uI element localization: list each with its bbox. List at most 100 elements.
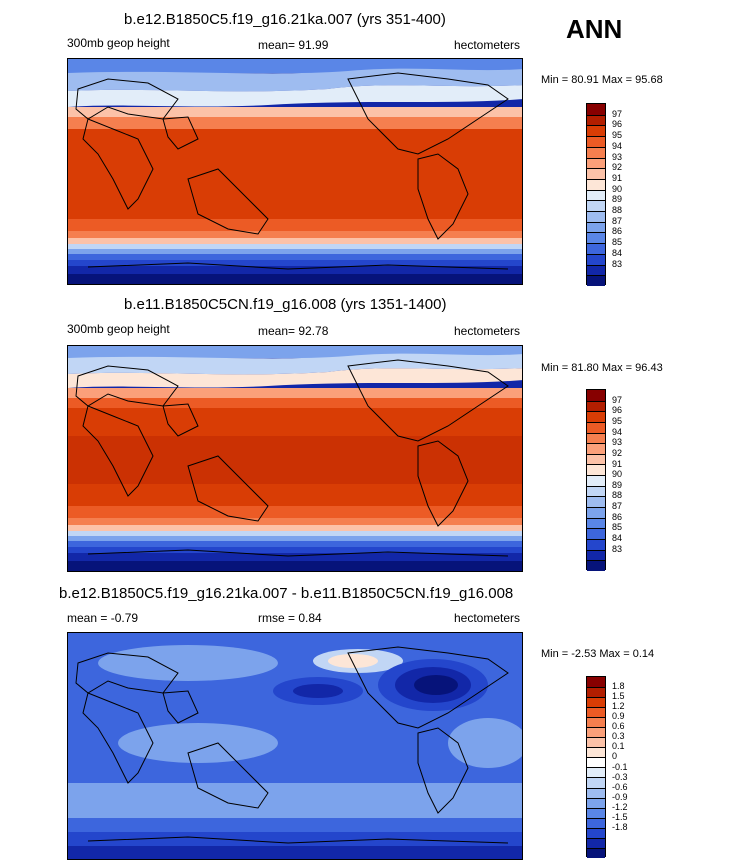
colorbar-label: -1.8 (612, 821, 628, 832)
colorbar-swatch (587, 264, 605, 276)
colorbar-label: 87 (612, 215, 623, 226)
colorbar-label: -0.3 (612, 771, 628, 782)
colorbar-swatch (587, 827, 605, 838)
panel-3-mean-label: mean = -0.79 (67, 611, 139, 625)
colorbar-label: -1.2 (612, 801, 628, 812)
colorbar-swatch (587, 432, 605, 444)
colorbar-label: 94 (612, 140, 623, 151)
colorbar-swatch (587, 787, 605, 798)
colorbar-swatch (587, 507, 605, 518)
colorbar-label: 92 (612, 162, 623, 173)
panel-2-map (67, 345, 523, 572)
colorbar-swatch (587, 560, 605, 571)
colorbar-swatch (587, 747, 605, 758)
panel-1-colorbar (586, 103, 606, 286)
colorbar-swatch (587, 168, 605, 179)
colorbar-label: 83 (612, 258, 623, 269)
colorbar-swatch (587, 797, 605, 808)
colorbar-swatch (587, 275, 605, 286)
colorbar-swatch (587, 232, 605, 244)
colorbar-label: 87 (612, 501, 623, 512)
colorbar-swatch (587, 136, 605, 147)
colorbar-swatch (587, 817, 605, 828)
panel-2-variable-label: 300mb geop height (67, 322, 170, 336)
panel-2-units-label: hectometers (454, 324, 521, 338)
colorbar-swatch (587, 453, 605, 465)
colorbar-swatch (587, 727, 605, 738)
panel-2-colorbar (586, 389, 606, 571)
colorbar-label: 92 (612, 447, 623, 458)
colorbar-swatch (587, 157, 605, 169)
colorbar-label: -0.9 (612, 791, 628, 802)
panel-3-title: b.e12.B1850C5.f19_g16.21ka.007 - b.e11.B… (59, 585, 514, 602)
panel-3-minmax: Min = -2.53 Max = 0.14 (541, 648, 655, 660)
panel-2-minmax: Min = 81.80 Max = 96.43 (541, 362, 663, 374)
panel-1-units-label: hectometers (454, 38, 521, 52)
colorbar-swatch (587, 221, 605, 233)
colorbar-swatch (587, 777, 605, 788)
colorbar-label: 84 (612, 247, 623, 258)
colorbar-swatch (587, 517, 605, 529)
panel-3-map-field (68, 633, 522, 859)
colorbar-swatch (587, 475, 605, 486)
panel-2-map-field (68, 346, 522, 571)
colorbar-label: 95 (612, 130, 623, 141)
colorbar-label: 89 (612, 194, 623, 205)
colorbar-label: 97 (612, 108, 623, 119)
panel-1-map-field (68, 59, 522, 284)
colorbar-label: 0.3 (612, 731, 625, 742)
panel-1-title: b.e12.B1850C5.f19_g16.21ka.007 (yrs 351-… (124, 11, 446, 28)
colorbar-swatch (587, 847, 605, 858)
colorbar-swatch (587, 485, 605, 497)
colorbar-swatch (587, 243, 605, 254)
colorbar-swatch (587, 189, 605, 201)
panel-1-variable-label: 300mb geop height (67, 36, 170, 50)
colorbar-swatch (587, 211, 605, 222)
colorbar-swatch (587, 737, 605, 748)
colorbar-swatch (587, 697, 605, 708)
colorbar-label: 88 (612, 490, 623, 501)
panel-2-mean-label: mean= 92.78 (258, 324, 329, 338)
colorbar-label: 0 (612, 751, 618, 762)
colorbar-swatch (587, 253, 605, 265)
panel-3-map (67, 632, 523, 860)
colorbar-label: 91 (612, 172, 623, 183)
colorbar-swatch (587, 757, 605, 768)
panel-3-colorbar (586, 676, 606, 858)
colorbar-label: 90 (612, 183, 623, 194)
colorbar-swatch (587, 687, 605, 698)
colorbar-label: 94 (612, 426, 623, 437)
panel-1-map (67, 58, 523, 285)
colorbar-label: 83 (612, 543, 623, 554)
colorbar-label: 97 (612, 394, 623, 405)
colorbar-label: -0.1 (612, 761, 628, 772)
colorbar-swatch (587, 464, 605, 476)
colorbar-label: 88 (612, 205, 623, 216)
colorbar-swatch (587, 411, 605, 422)
colorbar-label: 1.2 (612, 701, 625, 712)
panel-1-mean-label: mean= 91.99 (258, 38, 329, 52)
colorbar-label: 93 (612, 151, 623, 162)
panel-3-rmse-label: rmse = 0.84 (258, 611, 322, 625)
colorbar-swatch (587, 549, 605, 561)
season-label: ANN (566, 14, 623, 44)
colorbar-label: 93 (612, 437, 623, 448)
colorbar-swatch (587, 807, 605, 818)
colorbar-label: 0.6 (612, 721, 625, 732)
colorbar-swatch (587, 400, 605, 412)
colorbar-label: 96 (612, 119, 623, 130)
colorbar-swatch (587, 707, 605, 718)
colorbar-swatch (587, 178, 605, 190)
colorbar-swatch (587, 837, 605, 848)
colorbar-swatch (587, 125, 605, 137)
colorbar-label: 1.8 (612, 681, 625, 692)
colorbar-swatch (587, 717, 605, 728)
colorbar-label: -0.6 (612, 781, 628, 792)
colorbar-swatch (587, 200, 605, 212)
colorbar-label: 85 (612, 522, 623, 533)
colorbar-label: 86 (612, 511, 623, 522)
colorbar-swatch (587, 443, 605, 454)
colorbar-swatch (587, 677, 605, 688)
colorbar-label: -1.5 (612, 811, 628, 822)
colorbar-label: 91 (612, 458, 623, 469)
